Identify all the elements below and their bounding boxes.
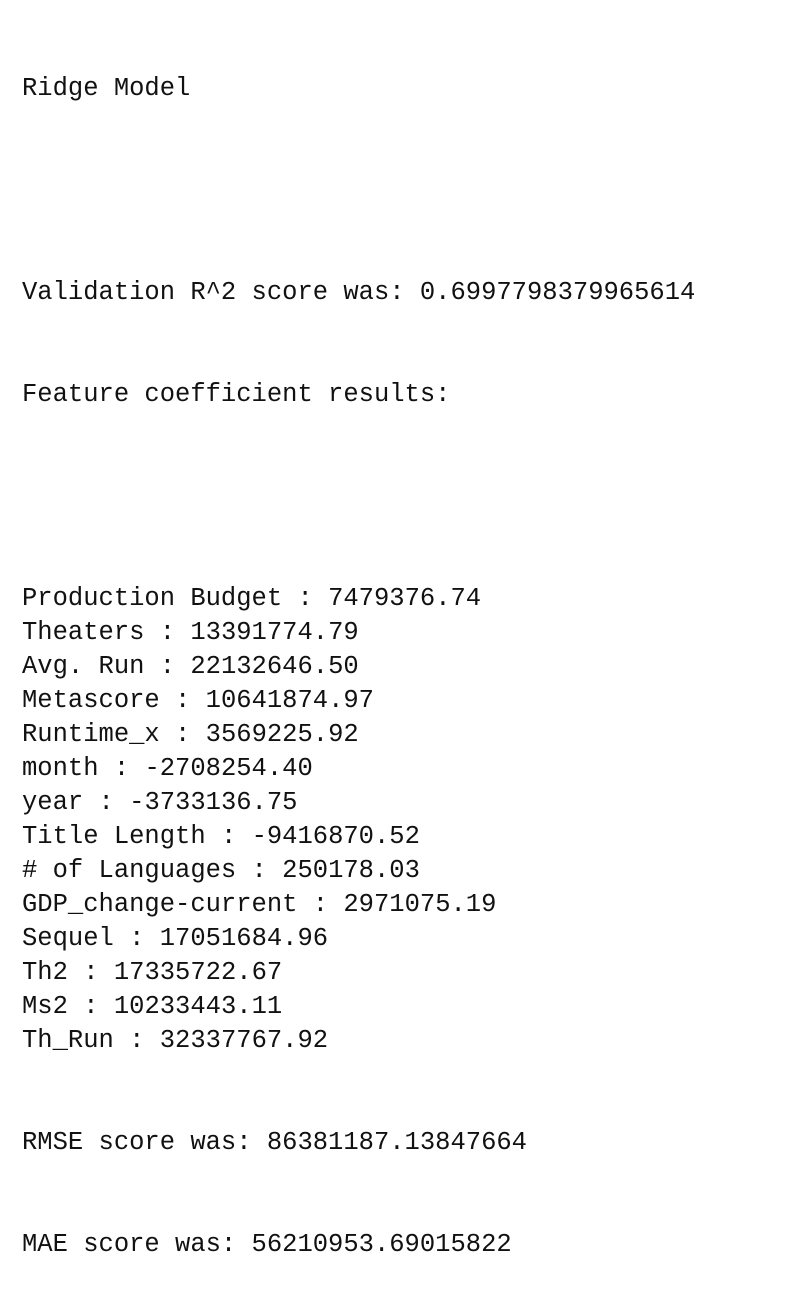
coefficient-separator: : bbox=[113, 924, 160, 953]
coefficient-feature: Avg. Run bbox=[22, 652, 145, 681]
coefficient-row: Th_Run : 32337767.92 bbox=[22, 1024, 695, 1058]
coefficient-feature: Production Budget bbox=[22, 584, 283, 613]
coefficient-row: Th2 : 17335722.67 bbox=[22, 956, 695, 990]
coefficient-separator: : bbox=[205, 822, 252, 851]
coefficient-separator: : bbox=[282, 584, 329, 613]
coefficient-row: month : -2708254.40 bbox=[22, 752, 695, 786]
coefficient-header: Feature coefficient results: bbox=[22, 380, 451, 409]
coefficient-separator: : bbox=[236, 856, 283, 885]
coefficient-value: 13391774.79 bbox=[190, 618, 359, 647]
coefficient-value: 7479376.74 bbox=[328, 584, 482, 613]
coefficient-separator: : bbox=[297, 890, 344, 919]
coefficient-value: 2971075.19 bbox=[343, 890, 497, 919]
coefficient-row: GDP_change-current : 2971075.19 bbox=[22, 888, 695, 922]
coefficient-feature: year bbox=[22, 788, 84, 817]
rmse-score-line: RMSE score was: 86381187.13847664 bbox=[22, 1128, 527, 1157]
coefficient-separator: : bbox=[113, 1026, 160, 1055]
coefficient-feature: Sequel bbox=[22, 924, 114, 953]
coefficient-value: 250178.03 bbox=[282, 856, 420, 885]
coefficient-value: 3569225.92 bbox=[205, 720, 359, 749]
coefficient-separator: : bbox=[83, 788, 130, 817]
coefficient-feature: Ms2 bbox=[22, 992, 68, 1021]
mae-score-line: MAE score was: 56210953.69015822 bbox=[22, 1230, 512, 1259]
validation-score-line: Validation R^2 score was: 0.699779837996… bbox=[22, 278, 696, 307]
coefficient-row: Theaters : 13391774.79 bbox=[22, 616, 695, 650]
coefficient-value: 10233443.11 bbox=[113, 992, 283, 1021]
coefficient-separator: : bbox=[67, 992, 114, 1021]
coefficient-separator: : bbox=[144, 652, 191, 681]
coefficient-feature: # of Languages bbox=[22, 856, 237, 885]
model-title: Ridge Model bbox=[22, 74, 191, 103]
coefficient-value: -2708254.40 bbox=[144, 754, 313, 783]
coefficient-value: 32337767.92 bbox=[159, 1026, 329, 1055]
coefficient-value: 17051684.96 bbox=[159, 924, 329, 953]
coefficient-separator: : bbox=[159, 720, 206, 749]
coefficient-feature: Th2 bbox=[22, 958, 68, 987]
blank-line bbox=[22, 174, 695, 208]
coefficient-row: year : -3733136.75 bbox=[22, 786, 695, 820]
coefficient-feature: Runtime_x bbox=[22, 720, 160, 749]
coefficient-value: 22132646.50 bbox=[190, 652, 359, 681]
coefficient-separator: : bbox=[98, 754, 145, 783]
coefficient-feature: GDP_change-current bbox=[22, 890, 298, 919]
coefficient-value: -9416870.52 bbox=[251, 822, 420, 851]
coefficient-row: Sequel : 17051684.96 bbox=[22, 922, 695, 956]
coefficient-row: Production Budget : 7479376.74 bbox=[22, 582, 695, 616]
coefficient-value: 10641874.97 bbox=[205, 686, 374, 715]
coefficient-list: Production Budget : 7479376.74 Theaters :… bbox=[22, 582, 695, 1058]
coefficient-separator: : bbox=[159, 686, 206, 715]
coefficient-row: Avg. Run : 22132646.50 bbox=[22, 650, 695, 684]
coefficient-feature: month bbox=[22, 754, 99, 783]
coefficient-row: Ms2 : 10233443.11 bbox=[22, 990, 695, 1024]
coefficient-feature: Th_Run bbox=[22, 1026, 114, 1055]
coefficient-feature: Metascore bbox=[22, 686, 160, 715]
coefficient-row: Runtime_x : 3569225.92 bbox=[22, 718, 695, 752]
coefficient-separator: : bbox=[144, 618, 191, 647]
coefficient-row: Metascore : 10641874.97 bbox=[22, 684, 695, 718]
blank-line bbox=[22, 480, 695, 514]
coefficient-row: # of Languages : 250178.03 bbox=[22, 854, 695, 888]
coefficient-separator: : bbox=[67, 958, 114, 987]
coefficient-feature: Theaters bbox=[22, 618, 145, 647]
coefficient-feature: Title Length bbox=[22, 822, 206, 851]
coefficient-row: Title Length : -9416870.52 bbox=[22, 820, 695, 854]
cell-output: Ridge Model Validation R^2 score was: 0.… bbox=[22, 4, 695, 1296]
coefficient-value: -3733136.75 bbox=[129, 788, 298, 817]
coefficient-value: 17335722.67 bbox=[113, 958, 283, 987]
